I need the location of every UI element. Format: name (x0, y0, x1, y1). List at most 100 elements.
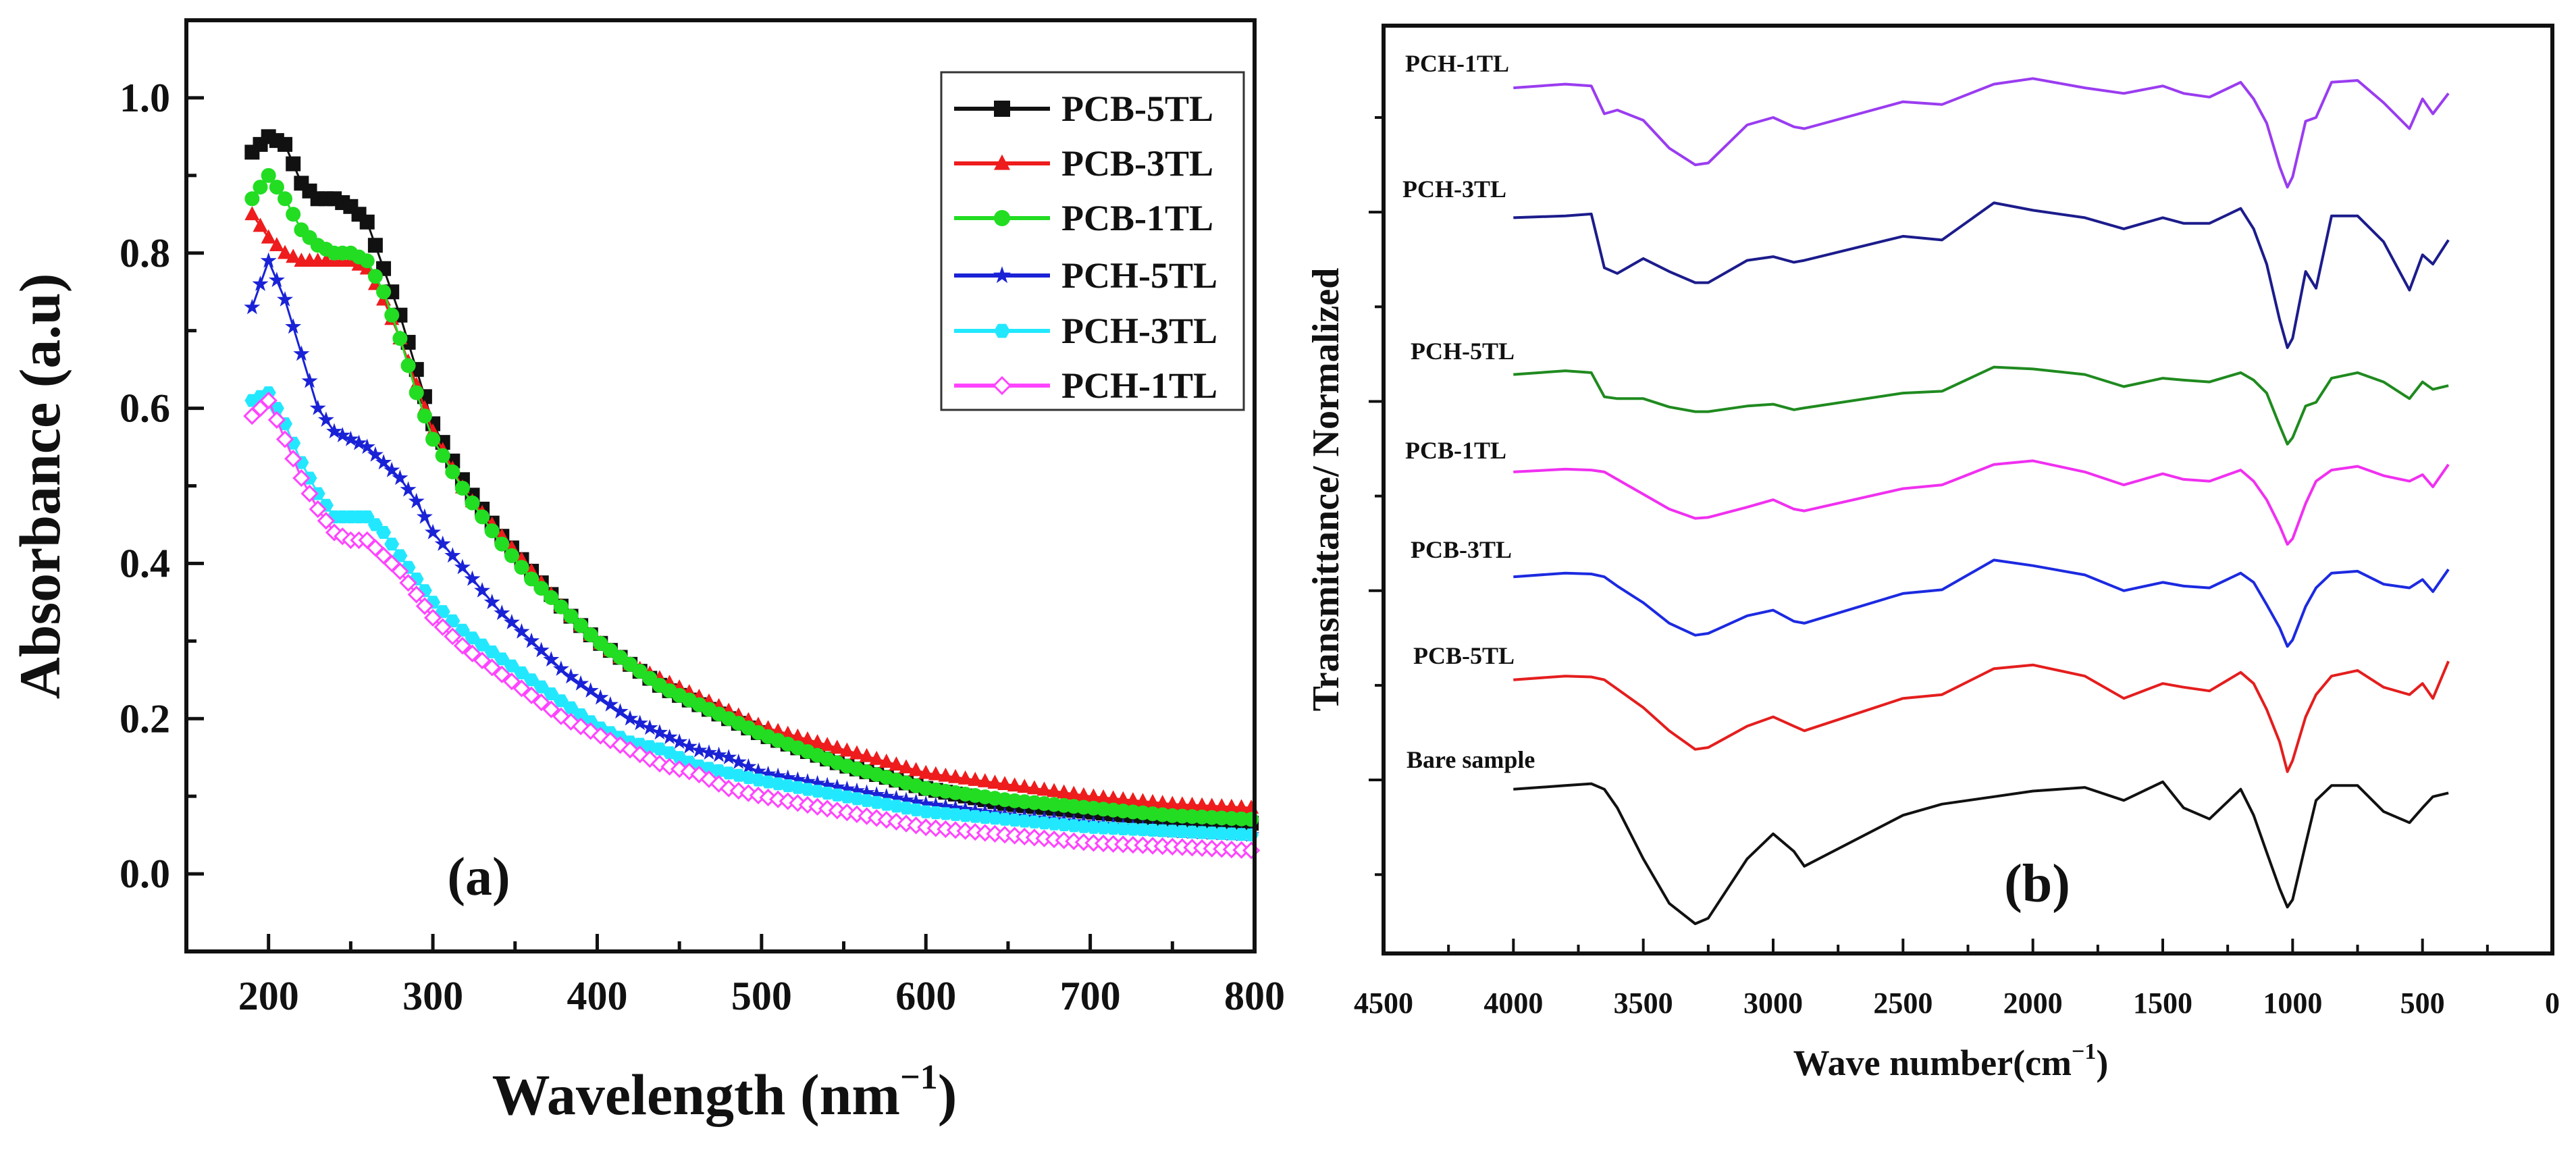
data-point-pch-5tl (710, 746, 727, 762)
data-point-pcb-3tl (938, 767, 953, 782)
panel-a-legend: PCB-5TL PCB-3TL PCB-1TL PCH-5TL PCH-3TL PCH-1… (940, 71, 1245, 411)
data-point-pcb-3tl (859, 748, 874, 762)
data-point-pcb-1tl (367, 269, 383, 284)
spectrum-pch-3tl (1513, 201, 2450, 349)
data-point-pcb-3tl (1076, 787, 1091, 802)
data-point-pcb-5tl (286, 156, 301, 172)
data-point-pcb-3tl (1184, 796, 1200, 811)
data-point-pch-5tl (641, 719, 658, 735)
data-point-pch-5tl (543, 651, 560, 667)
data-point-pch-3tl (1155, 824, 1170, 837)
x-tick-label: 0 (2545, 987, 2560, 1020)
x-tick-label: 400 (567, 974, 627, 1018)
legend-marker (994, 323, 1010, 338)
data-point-pch-5tl (444, 547, 461, 563)
data-point-pch-5tl (582, 682, 599, 698)
data-point-pcb-3tl (1165, 795, 1180, 810)
data-point-pcb-1tl (484, 523, 500, 539)
data-point-pcb-1tl (409, 385, 424, 400)
curve-label-pcb-3tl: PCB-3TL (1411, 536, 1512, 563)
data-point-pch-3tl (514, 666, 529, 679)
data-point-pch-3tl (1135, 823, 1151, 837)
x-tick-label: 600 (895, 974, 956, 1018)
data-point-pch-3tl (1076, 820, 1091, 833)
data-point-pch-3tl (1096, 821, 1111, 835)
legend-marker (994, 210, 1010, 226)
data-point-pch-5tl (367, 446, 384, 462)
data-point-pch-5tl (342, 430, 359, 446)
data-point-pch-3tl (987, 812, 1003, 825)
data-point-pch-3tl (1066, 819, 1082, 833)
data-point-pch-1tl (259, 391, 278, 410)
y-tick-label: 1.0 (120, 76, 170, 120)
data-point-pcb-1tl (261, 167, 276, 183)
data-point-pch-5tl (400, 481, 417, 497)
data-point-pch-1tl (463, 644, 481, 662)
data-point-pcb-3tl (1105, 790, 1121, 805)
data-point-pch-1tl (444, 627, 462, 646)
data-point-pch-5tl (384, 461, 400, 477)
data-point-pcb-1tl (475, 509, 490, 525)
data-point-pcb-3tl (1224, 798, 1239, 813)
data-point-pch-5tl (957, 801, 974, 817)
data-point-pch-5tl (301, 372, 318, 388)
data-point-pch-3tl (1165, 824, 1180, 838)
panel-a-label: (a) (447, 847, 510, 907)
data-point-pch-5tl (513, 623, 530, 639)
x-tick-label: 200 (238, 974, 299, 1018)
data-point-pch-5tl (779, 769, 796, 785)
spectrum-pch-5tl (1513, 365, 2449, 446)
x-tick-label: 4500 (1354, 987, 1413, 1020)
data-point-pch-1tl (453, 637, 472, 655)
panel-b-curve-labels: PCH-1TL PCH-3TL PCH-5TL PCB-1TL PCB-3TL PCB-5… (1402, 50, 1535, 773)
data-point-pch-3tl (1086, 820, 1101, 834)
data-point-pch-5tl (326, 423, 343, 439)
legend-box (940, 71, 1245, 411)
data-point-pcb-1tl (465, 495, 480, 510)
data-point-pcb-3tl (269, 237, 284, 252)
curve-label-pch-5tl: PCH-5TL (1411, 338, 1515, 365)
data-point-pcb-3tl (849, 745, 865, 760)
data-point-pch-5tl (740, 758, 757, 774)
data-point-pcb-1tl (417, 409, 432, 424)
data-point-pch-3tl (1234, 828, 1249, 841)
data-point-pcb-3tl (1026, 780, 1042, 795)
x-tick-label: 4000 (1483, 987, 1543, 1020)
data-point-pch-5tl (573, 675, 589, 691)
panel-a-ylabel: Absorbance (a.u) (7, 273, 72, 700)
data-point-pcb-3tl (1047, 783, 1062, 797)
series-pch-3tl (244, 386, 1259, 841)
data-point-pch-1tl (317, 512, 335, 530)
data-point-pcb-3tl (908, 762, 924, 777)
data-point-pcb-1tl (573, 618, 589, 633)
data-point-pcb-1tl (392, 331, 408, 346)
data-point-pch-3tl (475, 638, 490, 652)
data-point-pch-3tl (1184, 825, 1200, 839)
xlabel-sup: −1 (2072, 1039, 2096, 1064)
data-point-pcb-1tl (269, 180, 284, 195)
data-point-pch-1tl (292, 469, 311, 488)
data-point-pcb-3tl (1214, 798, 1230, 812)
xlabel-text: Wavelength (nm (492, 1062, 900, 1127)
legend-marker (993, 266, 1011, 284)
data-point-pch-3tl (1224, 827, 1239, 841)
data-point-pch-3tl (563, 701, 579, 714)
data-point-pcb-3tl (1135, 793, 1151, 808)
data-point-pch-5tl (309, 399, 326, 415)
data-point-pcb-1tl (253, 180, 268, 195)
data-point-pcb-3tl (869, 750, 885, 765)
data-point-pch-1tl (415, 597, 434, 615)
curve-label-pch-3tl: PCH-3TL (1402, 176, 1506, 203)
data-point-pcb-3tl (1017, 779, 1032, 793)
data-point-pch-5tl (454, 558, 471, 575)
data-point-pch-5tl (700, 744, 717, 760)
xlabel-sup: −1 (900, 1058, 938, 1097)
data-point-pcb-1tl (454, 480, 470, 496)
data-point-pch-5tl (691, 741, 708, 758)
data-point-pch-5tl (750, 762, 766, 779)
data-point-pch-5tl (898, 791, 915, 808)
x-tick-label: 1000 (2263, 987, 2322, 1020)
data-point-pch-5tl (359, 438, 375, 454)
data-point-pch-1tl (512, 679, 531, 698)
data-point-pcb-3tl (928, 766, 943, 781)
